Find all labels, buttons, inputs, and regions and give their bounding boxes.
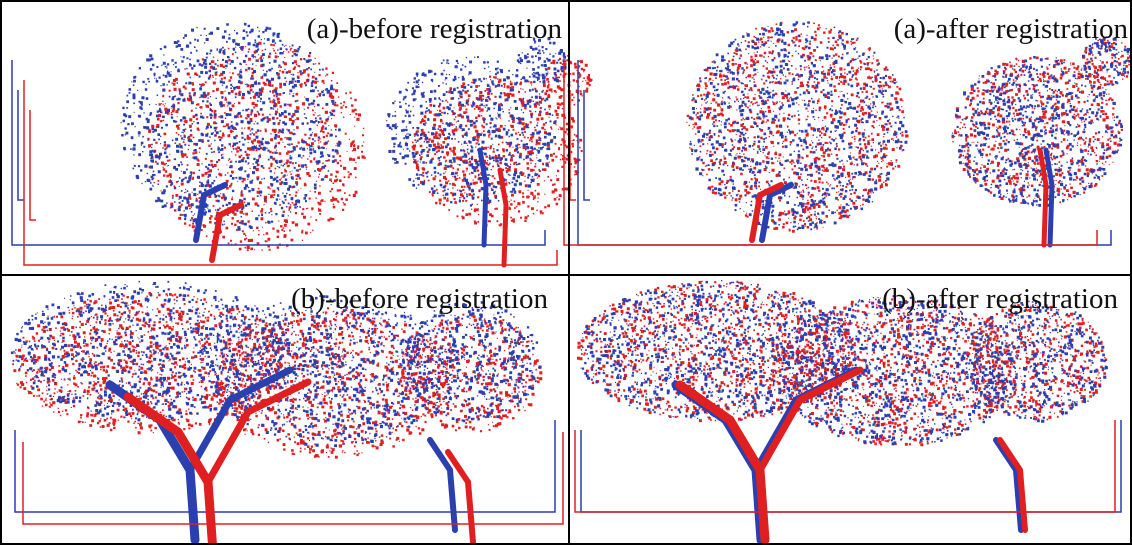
- panel-label: (a)-before registration: [307, 13, 563, 45]
- panel-label: (b)-after registration: [882, 283, 1118, 315]
- figure: (a)-before registration (a)-after regist…: [0, 0, 1132, 545]
- page: (a)-before registration (a)-after regist…: [0, 0, 1132, 545]
- panel-label: (b)-before registration: [291, 283, 548, 315]
- panel-label: (a)-after registration: [894, 13, 1129, 45]
